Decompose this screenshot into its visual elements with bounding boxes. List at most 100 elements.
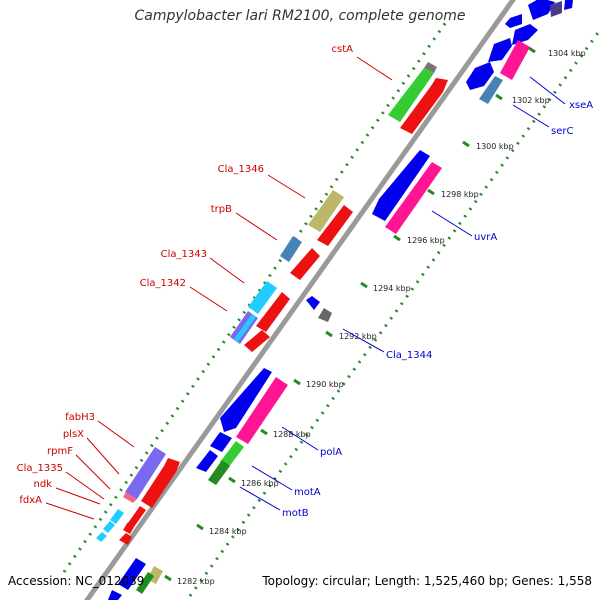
gene-fabH3-slateblue[interactable] xyxy=(125,447,166,499)
label-motA[interactable]: motA xyxy=(294,487,321,498)
gene-Cla_1343-cyan[interactable] xyxy=(248,281,277,314)
leader-rpmF xyxy=(75,454,111,490)
gene-Cla_1344-blue[interactable] xyxy=(306,296,320,310)
label-xseA[interactable]: xseA xyxy=(569,100,593,111)
leader-serC xyxy=(512,104,550,128)
forward-gene-labels: cstA Cla_1346 trpB Cla_1343 Cla_1342 fab… xyxy=(17,44,353,506)
topology-text: Topology: circular; Length: 1,525,460 bp… xyxy=(262,574,592,588)
tick-1282 xyxy=(164,574,172,582)
reverse-leader-lines xyxy=(239,76,566,511)
gene-trpB-red[interactable] xyxy=(290,248,320,280)
label-cstA[interactable]: cstA xyxy=(332,44,354,55)
gene-Cla_1344-grey[interactable] xyxy=(318,308,332,322)
gene-polA-blue[interactable] xyxy=(220,368,272,432)
gene-Cla_1342-red-b[interactable] xyxy=(244,330,270,352)
label-uvrA[interactable]: uvrA xyxy=(474,232,497,243)
tick-1304 xyxy=(528,46,536,54)
gene-cstA-green[interactable] xyxy=(388,68,434,122)
label-Cla_1346[interactable]: Cla_1346 xyxy=(218,164,264,175)
label-motB[interactable]: motB xyxy=(282,508,309,519)
label-rpmF[interactable]: rpmF xyxy=(47,446,73,457)
accession-text: Accession: NC_012039 xyxy=(8,574,145,588)
gene-top-blue-c[interactable] xyxy=(505,14,522,28)
tick-1300 xyxy=(462,140,470,148)
gene-top-purple[interactable] xyxy=(550,1,562,17)
genome-backbone xyxy=(84,0,516,600)
leader-Cla_1335 xyxy=(65,471,105,500)
gene-fdxA-cyan-b[interactable] xyxy=(103,521,115,533)
tick-1286 xyxy=(228,476,236,484)
gene-bottom-green[interactable] xyxy=(136,572,154,594)
reverse-gene-labels: xseA serC uvrA Cla_1344 polA motA motB xyxy=(282,100,593,519)
gene-motB-blue[interactable] xyxy=(196,450,218,472)
gene-top-blue-b[interactable] xyxy=(564,0,573,10)
genome-title: Campylobacter lari RM2100, complete geno… xyxy=(134,8,466,24)
gene-serC-steelblue[interactable] xyxy=(479,76,503,104)
tick-1288 xyxy=(260,428,268,436)
gene-serC-blue[interactable] xyxy=(488,38,512,62)
scale-tick-labels: 1282 kbp 1284 kbp 1286 kbp 1288 kbp 1290… xyxy=(177,49,586,586)
label-polA[interactable]: polA xyxy=(320,447,342,458)
tick-label-1286: 1286 kbp xyxy=(241,479,279,488)
leader-Cla_1346 xyxy=(267,174,306,199)
leader-fabH3 xyxy=(97,420,135,448)
gene-motA-blue[interactable] xyxy=(210,432,232,452)
tick-1294 xyxy=(360,281,368,289)
tick-1290 xyxy=(293,378,301,386)
tick-label-1284: 1284 kbp xyxy=(209,527,247,536)
tick-label-1304: 1304 kbp xyxy=(548,49,586,58)
tick-1298 xyxy=(427,188,435,196)
gene-motB-green[interactable] xyxy=(208,460,230,485)
tick-1284 xyxy=(196,523,204,531)
label-Cla_1335[interactable]: Cla_1335 xyxy=(17,463,63,474)
gene-cstA-grey[interactable] xyxy=(424,62,437,73)
gene-red-tail[interactable] xyxy=(119,533,132,545)
gene-top-blue-d[interactable] xyxy=(512,24,538,45)
gene-Cla_1342-cyan[interactable] xyxy=(234,314,256,342)
leader-plsX xyxy=(86,437,120,475)
outer-dotted-track xyxy=(62,21,448,573)
gene-bottom-blue-b[interactable] xyxy=(108,590,122,600)
tick-label-1282: 1282 kbp xyxy=(177,577,215,586)
leader-Cla_1342 xyxy=(189,286,228,312)
tick-label-1300: 1300 kbp xyxy=(476,142,514,151)
label-fdxA[interactable]: fdxA xyxy=(19,495,42,506)
gene-cstA-red[interactable] xyxy=(400,78,448,134)
gene-uvrA-blue[interactable] xyxy=(372,150,430,221)
label-trpB[interactable]: trpB xyxy=(211,204,232,215)
gene-fdxA-cyan[interactable] xyxy=(110,509,124,524)
leader-Cla_1343 xyxy=(209,257,245,284)
leader-trpB xyxy=(235,212,278,241)
label-Cla_1343[interactable]: Cla_1343 xyxy=(161,249,207,260)
gene-bottom-blue[interactable] xyxy=(118,558,146,590)
leader-cstA xyxy=(356,56,393,81)
gene-serC-blue-b[interactable] xyxy=(466,62,494,90)
leader-motB xyxy=(239,486,281,511)
label-serC[interactable]: serC xyxy=(551,126,573,137)
leader-xseA xyxy=(529,76,566,105)
tick-label-1302: 1302 kbp xyxy=(512,96,550,105)
gene-Cla_1346-red[interactable] xyxy=(317,205,353,246)
label-Cla_1342[interactable]: Cla_1342 xyxy=(140,278,186,289)
gene-uvrA-pink[interactable] xyxy=(385,162,442,234)
gene-serC-pink[interactable] xyxy=(500,40,530,80)
gene-motA-green[interactable] xyxy=(220,441,244,468)
gene-rpmF-red[interactable] xyxy=(141,458,180,508)
tick-1296 xyxy=(393,234,401,242)
tick-1292 xyxy=(325,330,333,338)
gene-Cla_1335-red[interactable] xyxy=(128,506,146,527)
gene-ndk-red[interactable] xyxy=(123,522,134,534)
label-fabH3[interactable]: fabH3 xyxy=(65,412,95,423)
gene-top-blue-a[interactable] xyxy=(528,0,555,20)
gene-trpB-steelblue[interactable] xyxy=(280,236,302,262)
label-ndk[interactable]: ndk xyxy=(34,479,53,490)
gene-polA-pink[interactable] xyxy=(236,377,288,444)
gene-plsX-pink[interactable] xyxy=(123,492,137,503)
label-Cla_1344[interactable]: Cla_1344 xyxy=(386,350,432,361)
tick-label-1292: 1292 kbp xyxy=(339,332,377,341)
label-plsX[interactable]: plsX xyxy=(63,429,84,440)
gene-cyan-small[interactable] xyxy=(96,532,107,542)
gene-Cla_1342-red-a[interactable] xyxy=(256,292,290,332)
gene-Cla_1346-khaki[interactable] xyxy=(308,190,344,232)
